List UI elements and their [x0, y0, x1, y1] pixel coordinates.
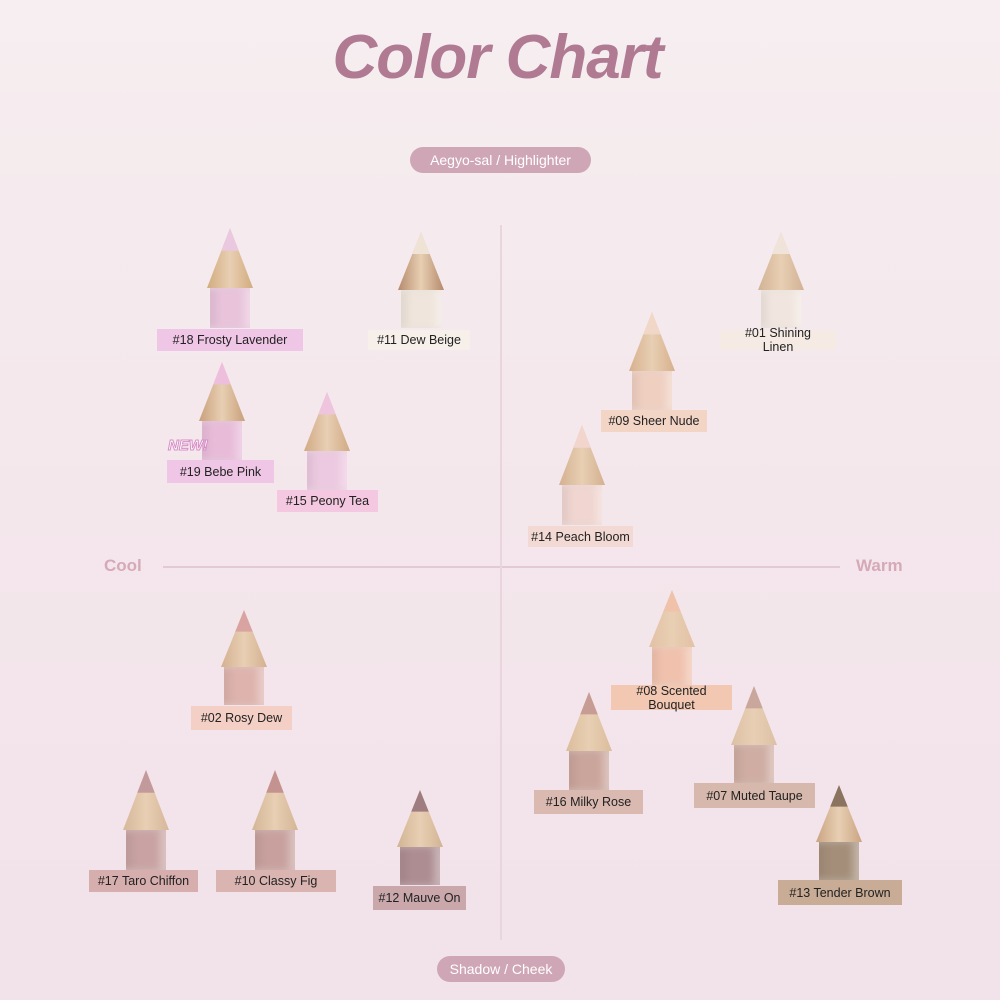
pencil-body — [562, 485, 602, 525]
pencil-body — [255, 830, 295, 870]
top-axis-pill: Aegyo-sal / Highlighter — [410, 147, 591, 173]
pencil-9 — [649, 590, 695, 685]
pencil-6 — [304, 392, 350, 490]
pencil-7 — [559, 425, 605, 525]
shade-label: #10 Classy Fig — [216, 870, 336, 892]
shade-label: #14 Peach Bloom — [528, 526, 633, 547]
pencil-1 — [207, 228, 253, 328]
vertical-axis-line — [500, 225, 502, 940]
pencil-body — [210, 288, 250, 328]
shade-label: #11 Dew Beige — [368, 330, 470, 350]
shade-label: #17 Taro Chiffon — [89, 870, 198, 892]
pencil-10 — [566, 692, 612, 790]
pencil-4 — [629, 312, 675, 410]
shade-label: #18 Frosty Lavender — [157, 329, 303, 351]
pencil-body — [307, 451, 347, 490]
shade-label: #12 Mauve On — [373, 886, 466, 910]
shade-label: #16 Milky Rose — [534, 790, 643, 814]
pencil-body — [202, 421, 242, 460]
pencil-body — [652, 647, 692, 685]
pencil-body — [761, 290, 801, 328]
pencil-13 — [252, 770, 298, 870]
pencil-body — [819, 842, 859, 880]
pencil-body — [400, 847, 440, 885]
pencil-body — [224, 667, 264, 705]
shade-label: #07 Muted Taupe — [694, 783, 815, 808]
pencil-body — [734, 745, 774, 784]
new-badge: NEW! — [168, 437, 209, 455]
bottom-axis-pill: Shadow / Cheek — [437, 956, 565, 982]
pencil-5 — [199, 362, 245, 460]
shade-label: #08 Scented Bouquet — [611, 684, 732, 712]
pencil-14 — [397, 790, 443, 885]
pencil-body — [401, 290, 441, 328]
shade-label: #02 Rosy Dew — [191, 706, 292, 730]
pencil-12 — [123, 770, 169, 870]
shade-label: #15 Peony Tea — [277, 490, 378, 512]
pencil-11 — [731, 686, 777, 784]
pencil-15 — [816, 785, 862, 880]
pencil-body — [569, 751, 609, 790]
shade-label: #13 Tender Brown — [778, 880, 902, 905]
shade-label: #01 Shining Linen — [720, 326, 836, 354]
warm-axis-label: Warm — [856, 556, 903, 575]
pencil-2 — [398, 232, 444, 328]
pencil-8 — [221, 610, 267, 705]
shade-label: #09 Sheer Nude — [601, 410, 707, 432]
pencil-body — [632, 371, 672, 410]
pencil-body — [126, 830, 166, 870]
cool-axis-label: Cool — [104, 556, 142, 575]
pencil-3 — [758, 232, 804, 328]
shade-label: #19 Bebe Pink — [167, 460, 274, 483]
page-title: Color Chart — [332, 23, 664, 92]
